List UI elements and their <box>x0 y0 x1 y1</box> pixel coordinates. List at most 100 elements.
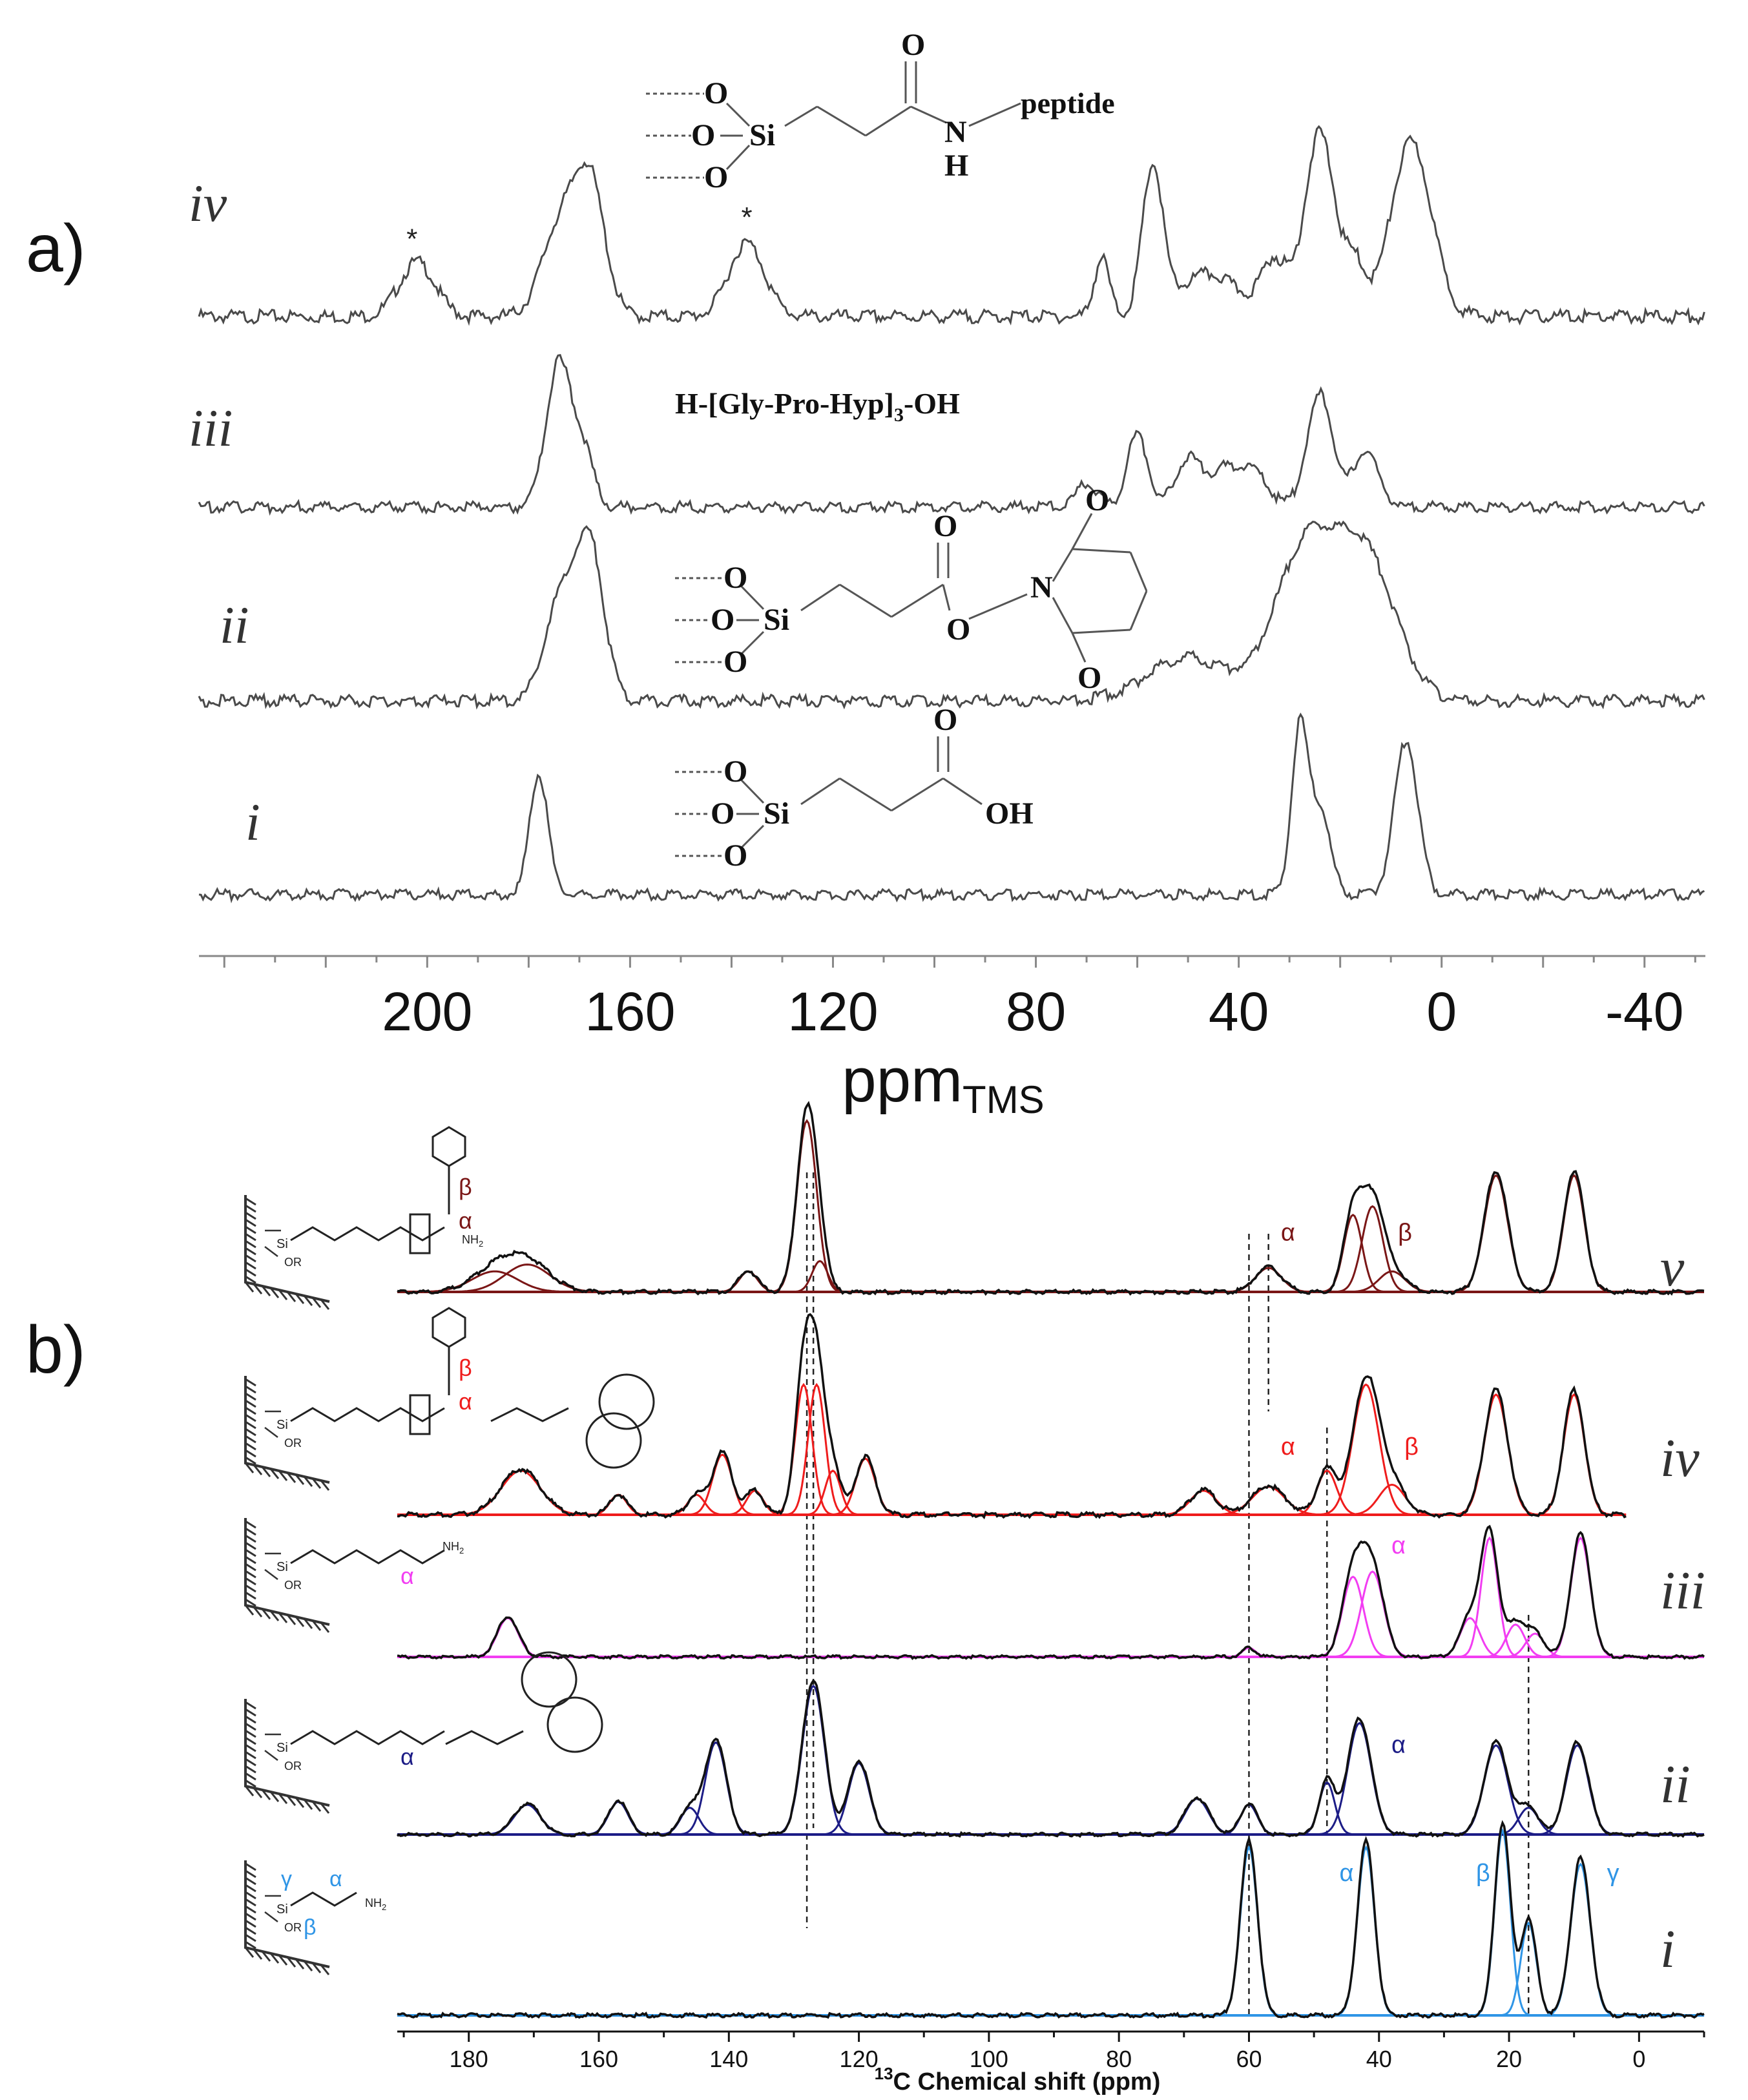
struct-label-si: Si <box>749 118 775 152</box>
struct-label: O <box>711 796 734 831</box>
struct-label: O <box>723 754 747 789</box>
struct-label-si: Si <box>764 603 789 637</box>
b-structure-iv: Si OR βα <box>244 1307 655 1491</box>
b-peak-assignment-label: β <box>1404 1433 1419 1461</box>
b-structure-text: α <box>401 1563 414 1589</box>
b-experimental-trace <box>397 1820 1705 2019</box>
struct-label: O <box>1085 483 1109 517</box>
b-structure-ii: Si OR α <box>244 1651 603 1814</box>
panel-label-a: a) <box>26 211 85 286</box>
struct-label: O <box>723 838 747 873</box>
b-structure-text: OR <box>284 1921 302 1934</box>
b-x-tick-label: 40 <box>1366 2046 1392 2072</box>
b-experimental-trace <box>397 1524 1705 1660</box>
b-structure-text: α <box>401 1743 414 1770</box>
struct-label-oh: OH <box>985 796 1034 831</box>
a-x-tick-label: 40 <box>1209 981 1269 1042</box>
panel-label-b: b) <box>26 1313 85 1388</box>
a-series-label-iii: iii <box>189 399 233 457</box>
a-x-axis: 200 160 120 80 40 0 -40 <box>223 956 1696 1042</box>
b-structure-text: OR <box>284 1760 302 1773</box>
b-structure-text: Si <box>276 1902 288 1917</box>
b-x-tick-label: 100 <box>970 2046 1008 2072</box>
a-x-tick-label: 80 <box>1006 981 1066 1042</box>
b-peak-assignment-label: α <box>1281 1433 1295 1461</box>
b-peak-assignment-label: α <box>1339 1860 1353 1887</box>
b-peak-assignment-label: α <box>1281 1220 1295 1247</box>
b-experimental-trace <box>396 1679 1705 1838</box>
a-x-tick-label: 200 <box>382 981 472 1042</box>
struct-label-h: H <box>944 149 968 183</box>
a-spinning-sideband-marker: * <box>741 202 752 233</box>
b-x-tick-label: 140 <box>709 2046 748 2072</box>
b-x-tick-label: 20 <box>1496 2046 1522 2072</box>
structure-nhs-ester-silane: O O O Si O O N O O <box>675 483 1148 695</box>
b-x-tick-label: 120 <box>840 2046 879 2072</box>
struct-label: O <box>723 561 747 595</box>
b-series-label-i: i <box>1660 1919 1675 1979</box>
struct-label-n: N <box>1030 570 1053 605</box>
a-spectrum-trace-iii <box>198 353 1705 516</box>
b-experimental-trace <box>397 1101 1705 1296</box>
struct-label: O <box>691 118 715 152</box>
b-peak-assignment-label: α <box>1391 1732 1406 1759</box>
b-experimental-trace <box>397 1313 1627 1520</box>
struct-label: O <box>1077 661 1101 695</box>
b-structure-text: α <box>459 1388 472 1415</box>
b-series-label-iv: iv <box>1660 1428 1700 1488</box>
a-x-tick-label: 120 <box>787 981 878 1042</box>
b-structure-text: α <box>459 1207 472 1234</box>
structure-peptide-silane: O O O Si O N H peptide <box>646 28 1115 194</box>
struct-label: O <box>711 603 734 637</box>
struct-label: O <box>946 612 970 647</box>
b-structure-text: β <box>459 1174 472 1200</box>
a-series-label-ii: ii <box>220 596 249 654</box>
b-structure-text: Si <box>276 1418 288 1432</box>
struct-label: O <box>723 645 747 679</box>
a-x-tick-label: 0 <box>1426 981 1457 1042</box>
a-x-tick-label: -40 <box>1605 981 1683 1042</box>
b-x-tick-label: 0 <box>1632 2046 1645 2072</box>
b-structure-text: α <box>329 1867 342 1891</box>
b-peak-assignment-label: β <box>1476 1860 1490 1887</box>
b-reference-lines <box>806 1172 1530 2015</box>
b-series-label-ii: ii <box>1660 1754 1691 1814</box>
a-spectrum-trace-i <box>198 712 1705 904</box>
struct-label: O <box>704 76 728 110</box>
b-series-iii: α <box>397 1524 1705 1660</box>
struct-label: O <box>933 509 957 543</box>
struct-label-n: N <box>944 115 967 149</box>
struct-label: O <box>933 703 957 737</box>
a-x-tick-label: 160 <box>585 981 675 1042</box>
b-structure-text: OR <box>284 1437 302 1450</box>
struct-label: O <box>901 28 925 62</box>
b-series-label-v: v <box>1660 1238 1685 1298</box>
b-x-axis-title: 13C Chemical shift (ppm) <box>875 2064 1161 2095</box>
a-x-axis-title: ppmTMS <box>842 1046 1044 1121</box>
struct-label: O <box>704 160 728 194</box>
a-spectrum-trace-iv <box>198 125 1705 326</box>
b-structure-text: γ <box>281 1867 292 1891</box>
b-structure-text: Si <box>276 1560 288 1574</box>
structure-acid-silane: O O O Si O OH <box>675 703 1034 873</box>
struct-label-si: Si <box>764 796 789 831</box>
b-series-label-iii: iii <box>1660 1561 1705 1621</box>
b-series-i: α β γ <box>397 1820 1705 2019</box>
b-x-tick-label: 60 <box>1236 2046 1262 2072</box>
a-spectrum-trace-ii <box>198 520 1705 710</box>
b-series-ii: α <box>396 1679 1705 1838</box>
b-x-tick-label: 180 <box>450 2046 488 2072</box>
b-structure-text: β <box>304 1915 317 1940</box>
panel-a: a) iv iii ii i * * O O <box>26 28 1705 1121</box>
b-structure-text: OR <box>284 1256 302 1269</box>
b-peak-assignment-label: γ <box>1607 1860 1619 1887</box>
a-spinning-sideband-marker: * <box>406 223 417 255</box>
